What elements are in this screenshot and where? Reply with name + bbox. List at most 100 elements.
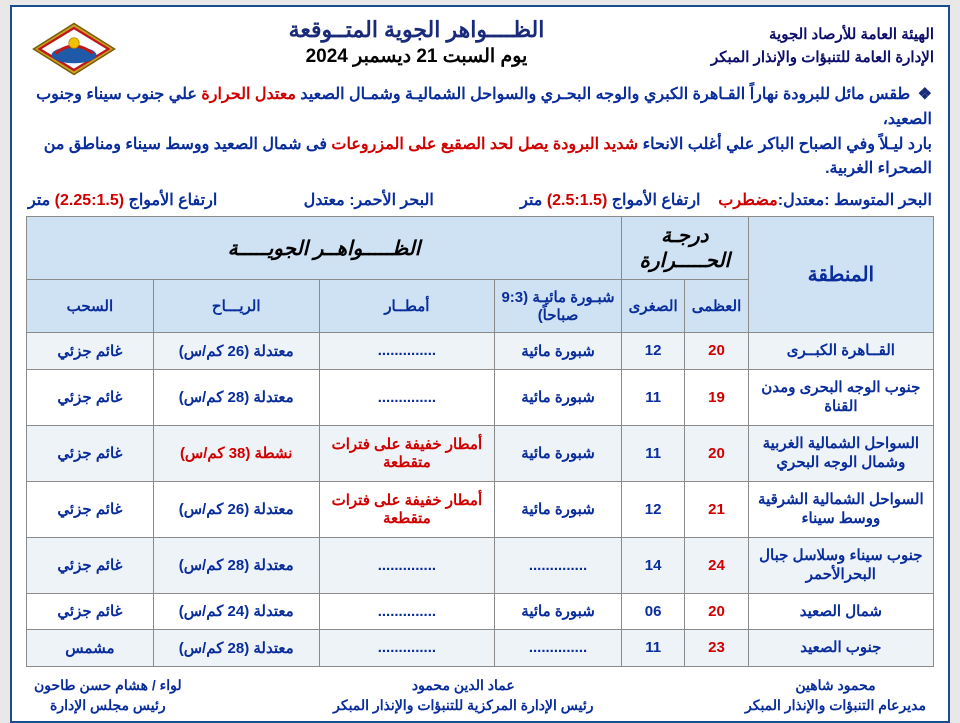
hd-wind: الريـــاح: [153, 280, 319, 333]
table-row: السواحل الشمالية الشرقية ووسط سيناء2112ش…: [27, 481, 934, 537]
hd-temp-group: درجـة الحـــــرارة: [621, 217, 748, 280]
hd-region: المنطقة: [748, 217, 933, 333]
signatures: محمود شاهين مديرعام التنبؤات والإنذار ال…: [26, 675, 934, 718]
cell-high: 23: [685, 630, 748, 667]
label: معتدل:: [778, 192, 824, 209]
ema-logo-icon: [26, 19, 122, 79]
cell-high: 20: [685, 333, 748, 370]
summary-seg: بارد ليـلاً وفي الصباح الباكر علي أغلب ا…: [638, 136, 932, 153]
cell-cloud: غائم جزئي: [27, 593, 154, 630]
label: البحر الأحمر:: [349, 192, 434, 209]
sig-name: محمود شاهين: [745, 675, 926, 695]
cell-wind: معتدلة (26 كم/س): [153, 333, 319, 370]
cell-low: 11: [621, 630, 684, 667]
unit: متر: [520, 192, 547, 209]
cell-low: 12: [621, 481, 684, 537]
cell-low: 06: [621, 593, 684, 630]
hd-rain: أمطــار: [319, 280, 495, 333]
title-block: الظــــواهر الجوية المتــوقعة يوم السبت …: [122, 17, 711, 68]
unit: متر: [28, 192, 55, 209]
cell-high: 21: [685, 481, 748, 537]
cell-fog: شبورة مائية: [495, 333, 622, 370]
hd-low: الصغرى: [621, 280, 684, 333]
cell-cloud: غائم جزئي: [27, 369, 154, 425]
weather-bulletin: الهيئة العامة للأرصاد الجوية الإدارة الع…: [10, 5, 950, 723]
cell-region: القــاهرة الكبــرى: [748, 333, 933, 370]
cell-region: جنوب الصعيد: [748, 630, 933, 667]
cell-rain: ..............: [319, 369, 495, 425]
cell-high: 19: [685, 369, 748, 425]
cell-cloud: غائم جزئي: [27, 333, 154, 370]
forecast-table: المنطقة درجـة الحـــــرارة الظـــــواهــ…: [26, 216, 934, 667]
summary-seg: شديد البرودة يصل لحد الصقيع على المزروعا…: [331, 136, 638, 153]
cell-rain: أمطار خفيفة على فترات متقطعة: [319, 481, 495, 537]
org-line1: الهيئة العامة للأرصاد الجوية: [711, 23, 934, 46]
cell-fog: ..............: [495, 630, 622, 667]
hd-fog: شبـورة مائيـة (9:3 صباحاً): [495, 280, 622, 333]
cell-fog: شبورة مائية: [495, 593, 622, 630]
table-row: جنوب سيناء وسلاسل جبال البحرالأحمر2414..…: [27, 537, 934, 593]
label: البحر المتوسط :: [824, 192, 932, 209]
label: ارتفاع الأمواج: [607, 192, 700, 209]
cell-rain: ..............: [319, 593, 495, 630]
organization-block: الهيئة العامة للأرصاد الجوية الإدارة الع…: [711, 17, 934, 70]
cell-wind: معتدلة (28 كم/س): [153, 537, 319, 593]
cell-wind: معتدلة (28 كم/س): [153, 369, 319, 425]
value: (2.5:1.5): [547, 192, 607, 209]
table-row: السواحل الشمالية الغربية وشمال الوجه الب…: [27, 425, 934, 481]
sig-title: مديرعام التنبؤات والإنذار المبكر: [745, 695, 926, 715]
hd-cloud: السحب: [27, 280, 154, 333]
weather-summary: ❖ طقس مائل للبرودة نهاراً القـاهرة الكبر…: [26, 81, 934, 188]
cell-high: 20: [685, 425, 748, 481]
sig-name: لواء / هشام حسن طاحون: [34, 675, 182, 695]
cell-region: السواحل الشمالية الغربية وشمال الوجه الب…: [748, 425, 933, 481]
cell-fog: شبورة مائية: [495, 481, 622, 537]
cell-region: جنوب الوجه البحرى ومدن القناة: [748, 369, 933, 425]
cell-region: جنوب سيناء وسلاسل جبال البحرالأحمر: [748, 537, 933, 593]
org-line2: الإدارة العامة للتنبؤات والإنذار المبكر: [711, 46, 934, 69]
table-row: القــاهرة الكبــرى2012شبورة مائية.......…: [27, 333, 934, 370]
cell-fog: شبورة مائية: [495, 369, 622, 425]
cell-rain: ..............: [319, 333, 495, 370]
cell-region: شمال الصعيد: [748, 593, 933, 630]
table-row: جنوب الوجه البحرى ومدن القناة1911شبورة م…: [27, 369, 934, 425]
cell-region: السواحل الشمالية الشرقية ووسط سيناء: [748, 481, 933, 537]
bulletin-date: يوم السبت 21 ديسمبر 2024: [122, 45, 711, 68]
summary-seg: معتدل الحرارة: [201, 86, 296, 103]
summary-seg: طقس مائل للبرودة نهاراً القـاهرة الكبري …: [296, 86, 910, 103]
signatory-a: محمود شاهين مديرعام التنبؤات والإنذار ال…: [745, 675, 926, 716]
sea-red: البحر الأحمر: معتدل: [304, 190, 434, 210]
table-row: جنوب الصعيد2311.........................…: [27, 630, 934, 667]
value: مضطرب: [718, 192, 777, 209]
table-row: شمال الصعيد2006شبورة مائية..............…: [27, 593, 934, 630]
value: (2.25:1.5): [55, 192, 124, 209]
cell-cloud: غائم جزئي: [27, 481, 154, 537]
label: ارتفاع الأمواج: [124, 192, 217, 209]
cell-wind: معتدلة (28 كم/س): [153, 630, 319, 667]
cell-cloud: غائم جزئي: [27, 425, 154, 481]
hd-phen-group: الظـــــواهــر الجويـــــة: [27, 217, 622, 280]
cell-cloud: غائم جزئي: [27, 537, 154, 593]
header: الهيئة العامة للأرصاد الجوية الإدارة الع…: [26, 17, 934, 79]
cell-cloud: مشمس: [27, 630, 154, 667]
cell-fog: شبورة مائية: [495, 425, 622, 481]
diamond-bullet-icon: ❖: [918, 86, 932, 103]
cell-high: 24: [685, 537, 748, 593]
cell-low: 11: [621, 369, 684, 425]
signatory-b: عماد الدين محمود رئيس الإدارة المركزية ل…: [333, 675, 593, 716]
sea-state-row: البحر المتوسط :معتدل:مضطرب ارتفاع الأموا…: [26, 188, 934, 216]
cell-fog: ..............: [495, 537, 622, 593]
bulletin-title: الظــــواهر الجوية المتــوقعة: [122, 17, 711, 43]
cell-rain: أمطار خفيفة على فترات متقطعة: [319, 425, 495, 481]
sea-med: البحر المتوسط :معتدل:مضطرب ارتفاع الأموا…: [520, 190, 932, 210]
cell-low: 14: [621, 537, 684, 593]
cell-low: 12: [621, 333, 684, 370]
sea-red-waves: ارتفاع الأمواج (2.25:1.5) متر: [28, 190, 217, 210]
cell-rain: ..............: [319, 630, 495, 667]
cell-wind: معتدلة (26 كم/س): [153, 481, 319, 537]
cell-low: 11: [621, 425, 684, 481]
sig-title: رئيس مجلس الإدارة: [34, 695, 182, 715]
signatory-c: لواء / هشام حسن طاحون رئيس مجلس الإدارة: [34, 675, 182, 716]
sig-title: رئيس الإدارة المركزية للتنبؤات والإنذار …: [333, 695, 593, 715]
hd-high: العظمى: [685, 280, 748, 333]
